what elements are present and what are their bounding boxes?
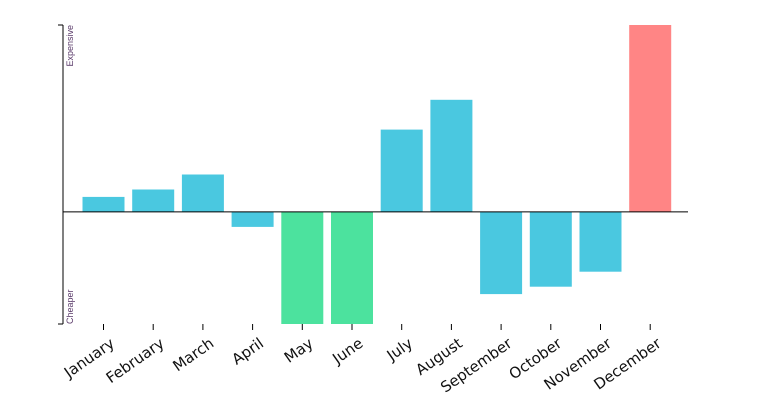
- bar-july: [380, 129, 423, 212]
- bar-january: [82, 196, 125, 212]
- x-tick-label-may: May: [281, 334, 317, 367]
- x-tick-label-july: July: [383, 334, 416, 365]
- bar-february: [132, 189, 175, 212]
- bars-group: [82, 25, 672, 324]
- bar-september: [480, 211, 523, 295]
- y-axis-top-label: Expensive: [65, 25, 75, 67]
- bar-august: [430, 99, 473, 212]
- bar-november: [579, 211, 622, 272]
- bar-may: [281, 211, 324, 324]
- bar-october: [529, 211, 572, 287]
- x-tick-label-april: April: [228, 334, 266, 368]
- bar-march: [181, 174, 224, 212]
- bar-april: [231, 211, 274, 227]
- x-tick-label-march: March: [169, 334, 217, 375]
- bar-december: [629, 25, 672, 212]
- y-axis-bottom-label: Cheaper: [65, 289, 75, 324]
- x-tick-label-june: June: [328, 334, 366, 368]
- bar-june: [331, 211, 373, 324]
